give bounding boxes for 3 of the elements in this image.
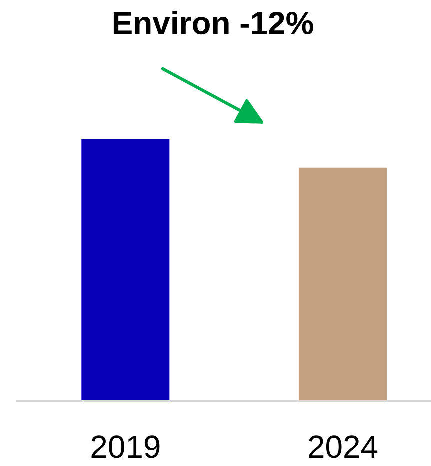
- x-tick-label: 2019: [92, 436, 160, 458]
- chart-title: Environ -12%: [114, 11, 314, 35]
- x-tick-label: 2024: [309, 436, 378, 458]
